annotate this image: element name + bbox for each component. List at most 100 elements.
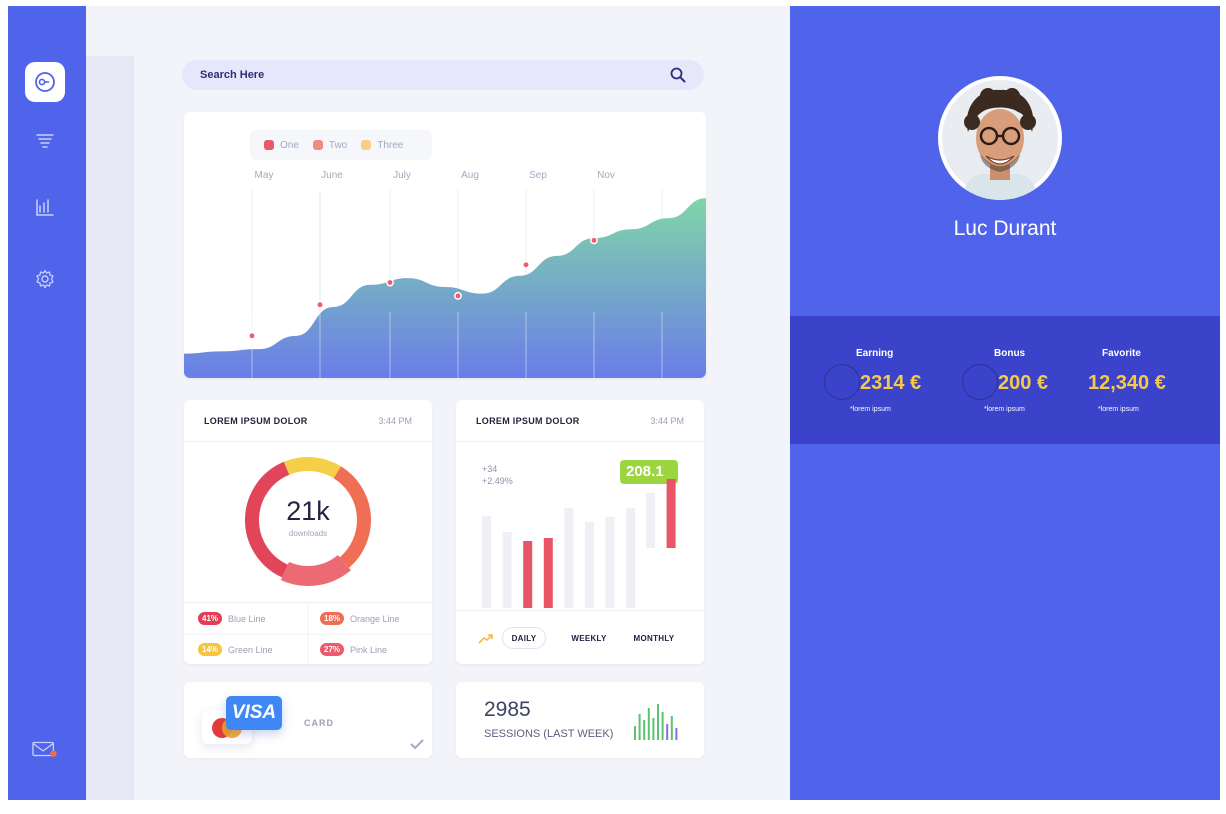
payment-card[interactable]: VISA CARD xyxy=(184,682,432,758)
spark-bar xyxy=(652,718,655,740)
downloads-card: LOREM IPSUM DOLOR 3:44 PM 21k downloads … xyxy=(184,400,432,665)
bar xyxy=(523,541,533,608)
dashboard: May June July Aug Sep Nov One Two Three LOREM… xyxy=(8,6,1220,800)
legend-label: One xyxy=(280,139,299,151)
area-chart-card: May June July Aug Sep Nov One Two Three xyxy=(184,112,706,378)
avatar[interactable] xyxy=(938,76,1062,200)
grid-divider xyxy=(184,603,432,665)
legend-item[interactable]: Two xyxy=(312,140,347,151)
month-label: Aug xyxy=(461,170,479,181)
stat-label: Blue Line xyxy=(228,613,266,624)
metric-favorite: Favorite 12,340 € *lorem ipsum xyxy=(1086,316,1206,444)
filter-icon xyxy=(36,134,54,148)
month-label: Sep xyxy=(529,170,547,181)
spark-bar xyxy=(661,712,664,740)
spark-bar xyxy=(643,720,646,740)
mail-button[interactable] xyxy=(32,736,58,762)
spark-bar xyxy=(675,728,678,740)
delta-percent: +2.49% xyxy=(482,476,513,486)
checkmark-icon xyxy=(410,739,424,750)
period-weekly-button[interactable]: WEEKLY xyxy=(571,633,607,643)
profile-stats: Earning 2314 € *lorem ipsum Bonus 200 € … xyxy=(790,316,1220,444)
data-point xyxy=(454,291,462,300)
spark-bar xyxy=(647,708,650,740)
stat-badge: 41% xyxy=(198,612,223,625)
sessions-label: SESSIONS (LAST WEEK) xyxy=(484,728,614,740)
user-name: Luc Durant xyxy=(953,217,1057,240)
search-input[interactable] xyxy=(200,69,670,81)
nav-item-filter[interactable] xyxy=(32,128,58,154)
bar xyxy=(646,493,655,548)
visa-logo: VISA xyxy=(226,696,282,730)
card-time: 3:44 PM xyxy=(378,415,412,426)
spark-bar xyxy=(634,726,636,740)
area-series xyxy=(184,198,706,378)
stat-label: Green Line xyxy=(228,644,273,655)
metric-earning: Earning 2314 € *lorem ipsum xyxy=(820,316,940,444)
stat-label: Pink Line xyxy=(350,644,388,655)
data-point xyxy=(386,278,394,287)
profile-panel: Luc Durant Earning 2314 € *lorem ipsum B… xyxy=(790,6,1220,800)
bars-chart xyxy=(482,479,676,608)
spark-bar xyxy=(638,714,641,740)
stat-badge: 27% xyxy=(320,643,345,656)
metric-note: *lorem ipsum xyxy=(1098,406,1139,413)
legend-item[interactable]: Three xyxy=(361,140,403,151)
metric-value: 2314 € xyxy=(860,372,922,394)
period-monthly-button[interactable]: MONTHLY xyxy=(633,633,675,643)
search-icon[interactable] xyxy=(670,67,686,83)
area-chart: May June July Aug Sep Nov xyxy=(184,170,706,378)
sessions-value: 2985 xyxy=(484,698,531,721)
card-title: LOREM IPSUM DOLOR xyxy=(204,415,308,426)
data-point xyxy=(590,236,598,245)
avatar-portrait xyxy=(942,80,1058,200)
toggle-icon xyxy=(35,72,55,92)
bar xyxy=(626,508,636,608)
metric-note: *lorem ipsum xyxy=(984,406,1025,413)
metric-label: Favorite xyxy=(1102,348,1141,359)
data-point xyxy=(316,300,324,309)
card-header: LOREM IPSUM DOLOR 3:44 PM xyxy=(456,400,704,442)
nav-item-analytics[interactable] xyxy=(32,194,58,220)
bar xyxy=(564,508,574,608)
donut-center: 21k downloads xyxy=(184,496,432,538)
card-title: LOREM IPSUM DOLOR xyxy=(476,415,580,426)
metric-ring xyxy=(824,364,860,400)
chart-legend: One Two Three xyxy=(250,130,432,160)
legend-swatch xyxy=(312,140,323,150)
nav-item-settings[interactable] xyxy=(32,266,58,292)
spark-bar xyxy=(670,716,673,740)
donut-slice xyxy=(283,457,341,479)
stat-pink-line[interactable]: 27% Pink Line xyxy=(308,634,432,665)
month-label: May xyxy=(255,170,274,181)
spark-bar xyxy=(657,704,659,740)
gear-icon xyxy=(36,269,54,289)
stat-badge: 14% xyxy=(198,643,223,656)
stat-orange-line[interactable]: 18% Orange Line xyxy=(308,603,432,634)
secondary-sidebar xyxy=(86,56,134,800)
legend-swatch xyxy=(361,140,372,150)
donut-slice xyxy=(245,461,290,578)
card-label: CARD xyxy=(304,718,334,728)
stat-label: Orange Line xyxy=(350,613,400,624)
sessions-sparkbars xyxy=(634,704,678,740)
month-label: July xyxy=(393,170,411,181)
bar xyxy=(543,538,553,608)
metric-ring xyxy=(962,364,998,400)
donut-slice xyxy=(280,554,351,586)
legend-label: Three xyxy=(377,139,404,151)
stat-blue-line[interactable]: 41% Blue Line xyxy=(184,603,308,634)
period-daily-button[interactable]: DAILY xyxy=(502,627,546,649)
stat-green-line[interactable]: 14% Green Line xyxy=(184,634,308,665)
bar xyxy=(502,532,512,608)
legend-swatch xyxy=(264,140,274,150)
data-point xyxy=(248,331,256,340)
month-label: Nov xyxy=(597,170,615,181)
metric-label: Earning xyxy=(856,348,894,359)
nav-item-toggle[interactable] xyxy=(25,62,65,102)
metric-value: 200 € xyxy=(998,372,1049,394)
period-switcher: DAILY WEEKLY MONTHLY xyxy=(456,610,704,664)
legend-item[interactable]: One xyxy=(264,140,299,151)
downloads-label: downloads xyxy=(288,529,328,538)
card-time: 3:44 PM xyxy=(650,415,684,426)
